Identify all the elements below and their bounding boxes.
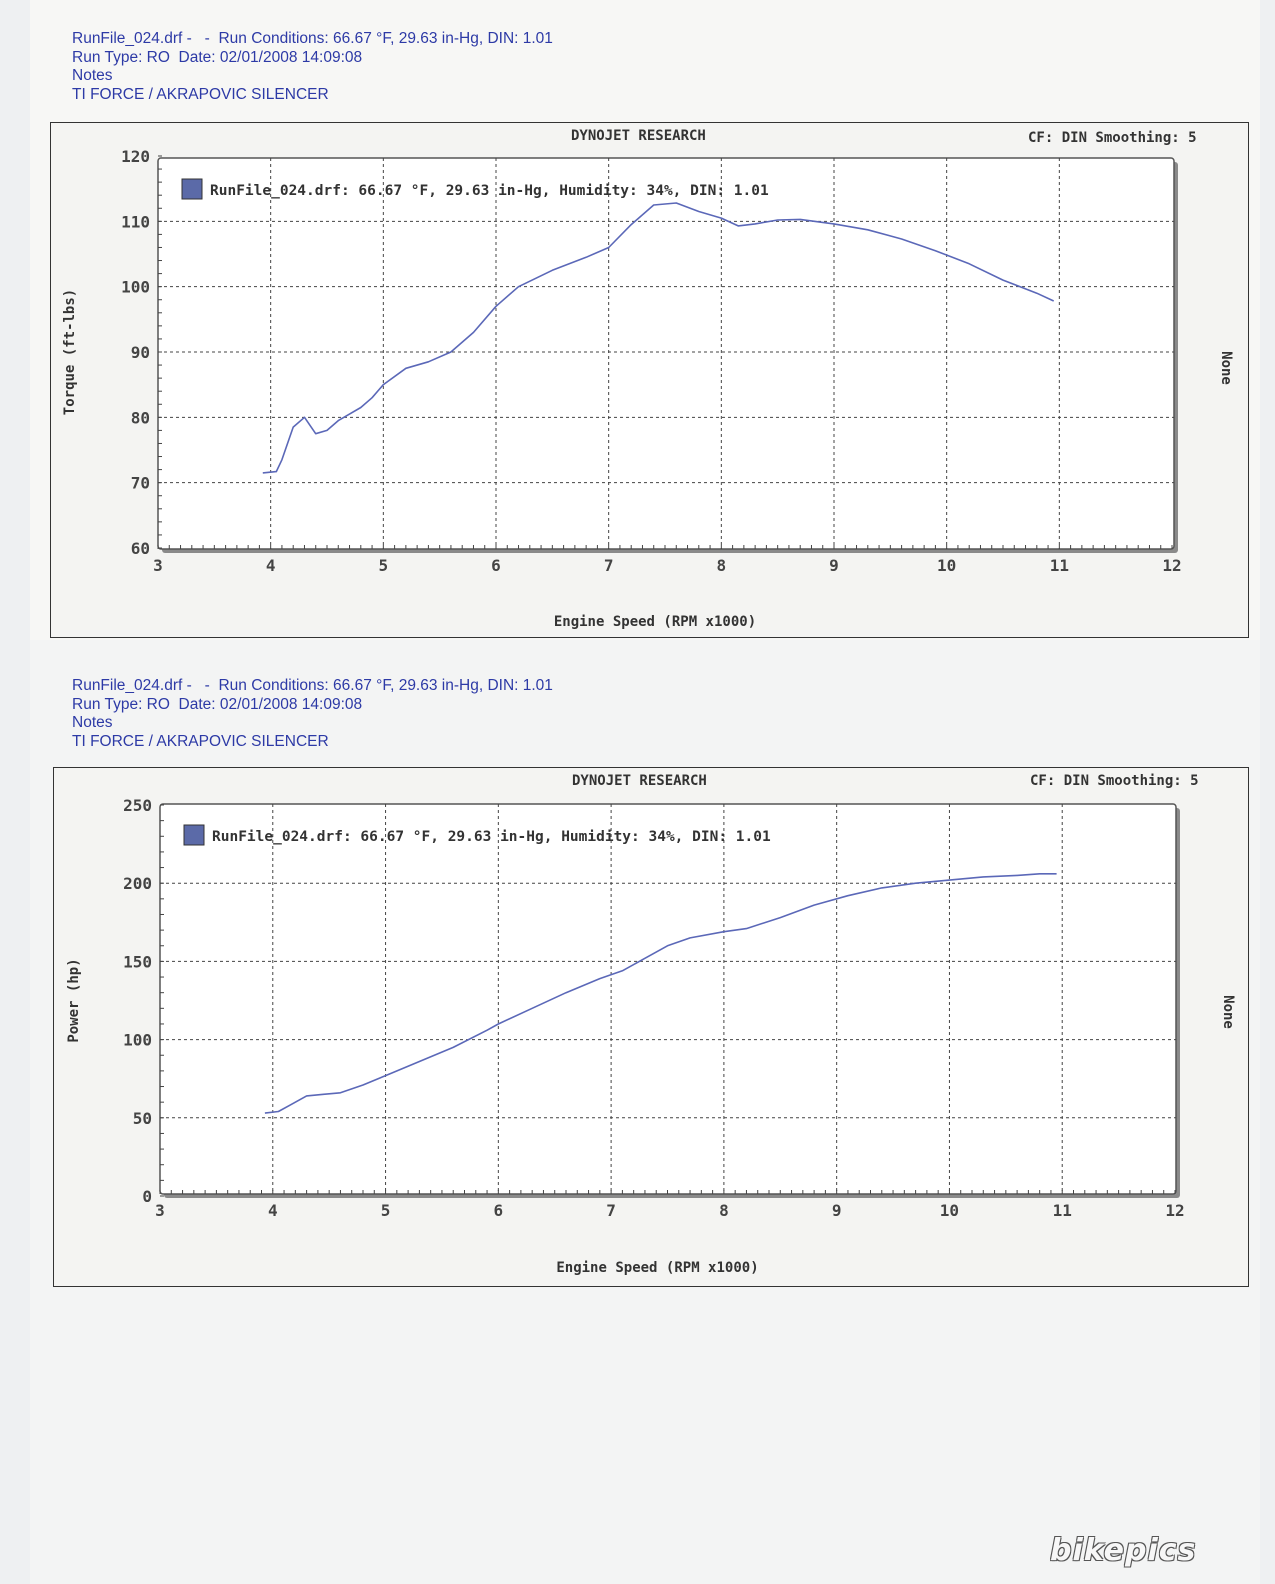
y-tick-label: 80 — [131, 408, 150, 427]
y-tick-label: 100 — [123, 1031, 152, 1050]
run-header-1: RunFile_024.drf - - Run Conditions: 66.6… — [72, 30, 553, 104]
y-tick-label: 110 — [121, 212, 150, 231]
x-tick-label: 7 — [606, 1201, 616, 1220]
y-axis-label: Torque (ft-lbs) — [62, 289, 78, 415]
x-tick-label: 4 — [266, 556, 276, 575]
y-tick-label: 150 — [123, 952, 152, 971]
run-header-2: RunFile_024.drf - - Run Conditions: 66.6… — [72, 677, 553, 751]
x-tick-label: 3 — [153, 556, 163, 575]
y-tick-label: 120 — [121, 147, 150, 166]
plot-area — [157, 157, 1175, 550]
notes-label: Notes — [72, 714, 113, 731]
legend-swatch — [181, 178, 203, 200]
x-tick-label: 5 — [379, 556, 389, 575]
x-axis-label: Engine Speed (RPM x1000) — [554, 614, 756, 630]
run-type: Run Type: RO Date: 02/01/2008 14:09:08 — [72, 48, 363, 66]
notes-label: Notes — [72, 67, 113, 84]
x-tick-label: 8 — [719, 1201, 729, 1220]
chart-title: DYNOJET RESEARCH — [571, 128, 706, 144]
y-tick-label: 70 — [131, 474, 150, 493]
cf-smoothing: CF: DIN Smoothing: 5 — [1028, 130, 1197, 146]
x-tick-label: 6 — [494, 1201, 504, 1220]
x-tick-label: 3 — [155, 1201, 165, 1220]
legend-swatch — [183, 824, 205, 846]
x-tick-label: 8 — [717, 556, 727, 575]
y-tick-label: 50 — [133, 1109, 152, 1128]
x-tick-label: 10 — [937, 556, 956, 575]
run-conditions: RunFile_024.drf - - Run Conditions: 66.6… — [72, 677, 553, 694]
x-tick-label: 11 — [1053, 1201, 1072, 1220]
x-tick-label: 7 — [604, 556, 614, 575]
right-axis-label: None — [1218, 351, 1234, 385]
notes-text: TI FORCE / AKRAPOVIC SILENCER — [72, 85, 329, 103]
x-tick-label: 9 — [829, 556, 839, 575]
y-tick-label: 200 — [123, 874, 152, 893]
x-tick-label: 9 — [832, 1201, 842, 1220]
x-axis-label: Engine Speed (RPM x1000) — [556, 1260, 758, 1276]
x-tick-label: 5 — [381, 1201, 391, 1220]
y-tick-label: 0 — [142, 1187, 152, 1206]
right-axis-label: None — [1220, 995, 1236, 1029]
legend-label: RunFile_024.drf: 66.67 °F, 29.63 in-Hg, … — [212, 829, 771, 845]
x-tick-label: 12 — [1165, 1201, 1184, 1220]
chart-title: DYNOJET RESEARCH — [572, 773, 707, 789]
x-tick-label: 10 — [940, 1201, 959, 1220]
x-tick-label: 11 — [1050, 556, 1069, 575]
series-line — [264, 872, 1057, 1114]
run-conditions: RunFile_024.drf - - Run Conditions: 66.6… — [72, 30, 553, 47]
series-line — [262, 202, 1055, 474]
bikepics-logo: bikepics — [1050, 1533, 1197, 1568]
x-tick-label: 12 — [1162, 556, 1181, 575]
x-tick-label: 4 — [268, 1201, 278, 1220]
y-tick-label: 60 — [131, 539, 150, 558]
legend-label: RunFile_024.drf: 66.67 °F, 29.63 in-Hg, … — [210, 183, 769, 199]
x-tick-label: 6 — [491, 556, 501, 575]
y-tick-label: 250 — [123, 796, 152, 815]
plot-area — [159, 803, 1177, 1195]
y-tick-label: 100 — [121, 278, 150, 297]
y-tick-label: 90 — [131, 343, 150, 362]
run-type: Run Type: RO Date: 02/01/2008 14:09:08 — [72, 695, 363, 713]
cf-smoothing: CF: DIN Smoothing: 5 — [1030, 773, 1199, 789]
notes-text: TI FORCE / AKRAPOVIC SILENCER — [72, 732, 329, 750]
y-axis-label: Power (hp) — [66, 958, 82, 1042]
